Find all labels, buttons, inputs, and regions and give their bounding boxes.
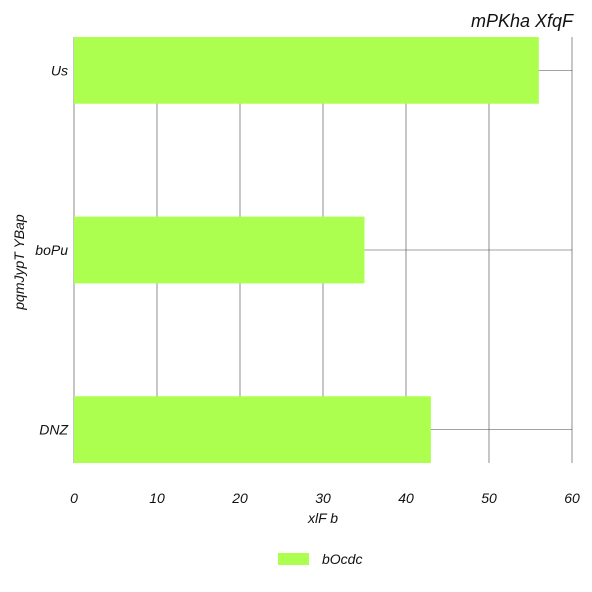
- x-tick-label: 60: [564, 490, 580, 506]
- y-axis-label: pqmJypT YBap: [11, 214, 27, 311]
- legend: bOcdc: [278, 551, 362, 567]
- legend-swatch: [278, 553, 309, 565]
- y-tick-label: DNZ: [39, 422, 68, 438]
- x-tick-label: 20: [231, 490, 248, 506]
- x-tick-label: 0: [70, 490, 78, 506]
- bars: [74, 37, 539, 463]
- chart-title: mPKha XfqF: [471, 11, 574, 31]
- x-axis-label: xlF b: [307, 510, 338, 526]
- y-tick-labels: Us boPu DNZ: [35, 62, 68, 437]
- bar-Us: [74, 37, 539, 104]
- bar-boPu: [74, 216, 365, 284]
- y-tick-label: Us: [51, 62, 68, 78]
- bar-DNZ: [74, 396, 431, 463]
- x-tick-labels: 0 10 20 30 40 50 60: [70, 490, 580, 506]
- legend-label: bOcdc: [322, 551, 362, 567]
- x-tick-label: 10: [149, 490, 165, 506]
- x-tick-label: 30: [315, 490, 331, 506]
- x-tick-label: 50: [481, 490, 497, 506]
- y-tick-label: boPu: [35, 242, 68, 258]
- x-tick-label: 40: [398, 490, 414, 506]
